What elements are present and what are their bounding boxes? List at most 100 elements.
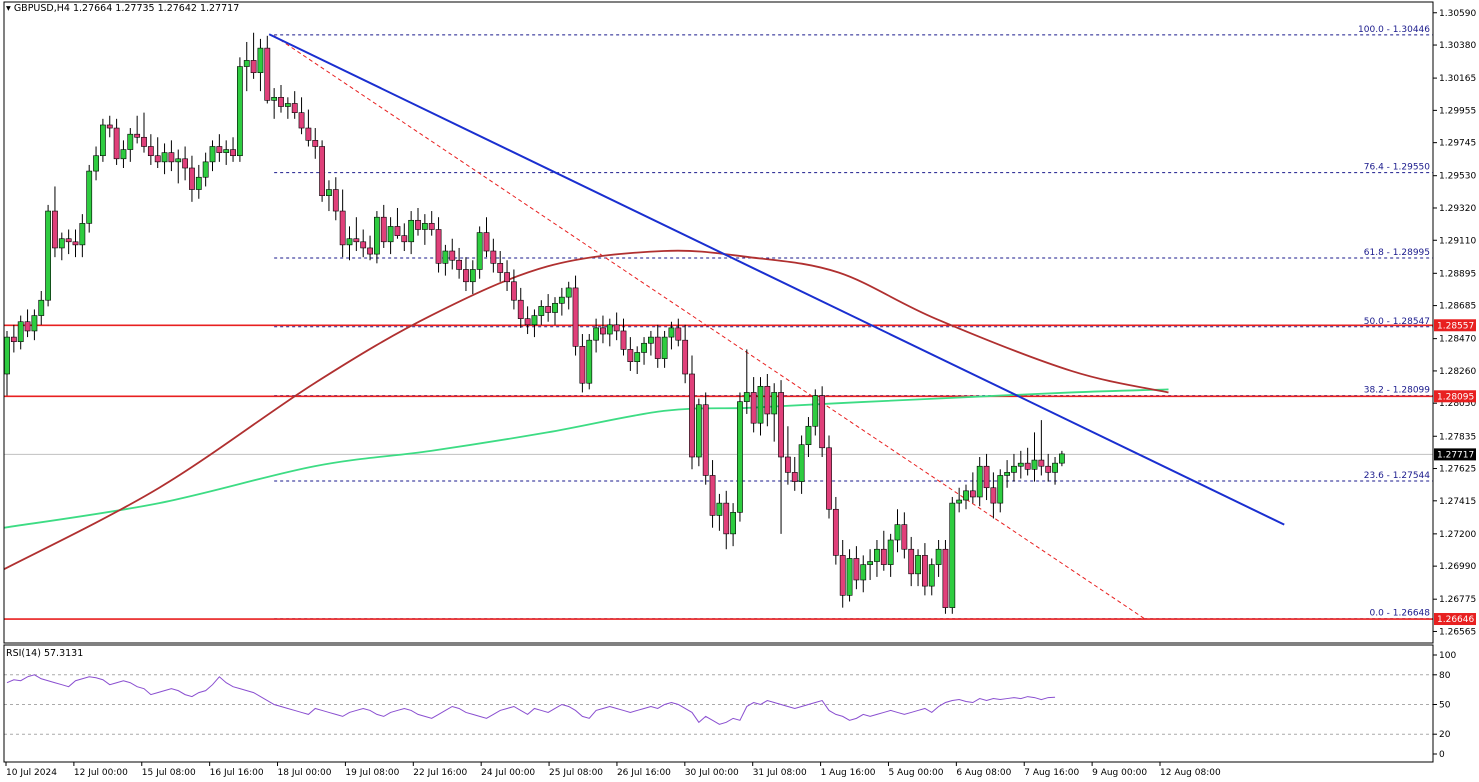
candle — [120, 140, 127, 169]
low-value: 1.27642 — [157, 3, 197, 14]
bear-candle-body — [579, 346, 586, 384]
time-tick-label: 10 Jul 2024 — [6, 768, 57, 778]
rsi-pane[interactable] — [4, 674, 1433, 735]
price-pane-border — [3, 1, 1434, 644]
bull-candle-body — [812, 395, 819, 427]
bear-candle-body — [832, 508, 839, 556]
price-tick-label: 1.27415 — [1439, 497, 1476, 507]
bear-candle-body — [298, 112, 305, 129]
bull-candle-body — [1059, 453, 1065, 464]
fib-level-label: 23.6 - 1.27544 — [1364, 471, 1430, 481]
candle — [373, 211, 380, 264]
bear-candle-body — [702, 404, 709, 476]
bear-candle-body — [106, 124, 113, 129]
candle — [154, 137, 161, 169]
dropdown-arrow-icon[interactable]: ▾ — [6, 3, 11, 14]
bear-candle-body — [367, 247, 373, 255]
candle — [565, 281, 572, 310]
symbol-header: ▾ GBPUSD,H4 1.27664 1.27735 1.27642 1.27… — [6, 3, 239, 14]
candle — [894, 509, 901, 553]
candle — [38, 290, 45, 325]
rsi-tick-label: 80 — [1439, 671, 1451, 681]
candle — [401, 223, 408, 252]
candle — [764, 373, 771, 427]
candle — [319, 140, 325, 202]
bull-candle-body — [565, 287, 572, 298]
candle — [456, 247, 462, 279]
bear-candle-body — [613, 324, 620, 332]
price-tick-label: 1.27200 — [1439, 530, 1476, 540]
bear-candle-body — [394, 226, 401, 236]
candle — [1045, 453, 1052, 482]
time-tick-label: 1 Aug 16:00 — [821, 768, 876, 778]
candle — [976, 457, 983, 507]
candle — [647, 330, 654, 356]
bear-candle-body — [428, 223, 435, 230]
bear-candle-body — [182, 158, 188, 169]
bear-candle-body — [750, 392, 757, 424]
level-price-tag: 1.28095 — [1434, 390, 1476, 403]
time-tick-label: 30 Jul 00:00 — [685, 768, 739, 778]
candle — [846, 549, 853, 602]
bear-candle-body — [853, 558, 860, 581]
bear-candle-body — [709, 475, 716, 516]
candle — [10, 324, 17, 353]
time-tick-label: 12 Aug 08:00 — [1160, 768, 1221, 778]
candle — [730, 503, 736, 547]
candle — [449, 238, 456, 270]
candle — [79, 214, 86, 258]
bear-candle-body — [764, 385, 771, 415]
bear-candle-body — [353, 238, 360, 243]
price-pane[interactable]: 100.0 - 1.30446 76.4 - 1.29550 61.8 - 1.28… — [3, 25, 1433, 620]
bull-candle-body — [716, 502, 723, 516]
bull-candle-body — [127, 133, 134, 150]
bull-candle-body — [373, 216, 380, 255]
candle — [956, 487, 963, 513]
time-tick-label: 25 Jul 08:00 — [549, 768, 603, 778]
symbol-label: GBPUSD,H4 — [13, 3, 70, 14]
candle — [168, 140, 175, 172]
bear-candle-body — [141, 136, 147, 147]
time-tick-label: 15 Jul 08:00 — [142, 768, 196, 778]
fib-level-label: 50.0 - 1.28547 — [1364, 317, 1430, 327]
bull-candle-body — [326, 189, 332, 196]
bull-candle-body — [887, 539, 894, 565]
time-tick-label: 16 Jul 16:00 — [210, 768, 264, 778]
candle — [326, 180, 332, 212]
candle — [230, 137, 236, 162]
candle — [387, 217, 394, 255]
candle — [969, 472, 976, 504]
candle — [72, 229, 79, 258]
candle — [339, 189, 346, 258]
bear-candle-body — [319, 146, 325, 196]
bear-candle-body — [52, 210, 58, 249]
candle — [887, 533, 894, 577]
time-tick-label: 19 Jul 08:00 — [345, 768, 399, 778]
candle — [606, 318, 613, 347]
bear-candle-body — [921, 555, 928, 587]
candle — [634, 346, 641, 374]
bear-candle-body — [545, 306, 552, 313]
bull-candle-body — [867, 561, 873, 565]
bull-candle-body — [1004, 472, 1010, 476]
bull-candle-body — [915, 555, 921, 575]
candle — [750, 377, 757, 433]
bull-candle-body — [730, 512, 736, 535]
price-tick-label: 1.26775 — [1439, 595, 1476, 605]
bull-candle-body — [538, 306, 545, 316]
candle — [510, 269, 517, 310]
bear-candle-body — [380, 216, 387, 243]
fib-level-label: 61.8 - 1.28995 — [1364, 248, 1430, 258]
candle — [52, 186, 58, 258]
price-tick-label: 1.26565 — [1439, 627, 1476, 637]
bull-candle-body — [237, 66, 243, 157]
bull-candle-body — [593, 327, 599, 341]
bear-candle-body — [675, 327, 682, 341]
candle — [531, 309, 538, 338]
candle — [182, 146, 188, 181]
candle — [45, 204, 51, 307]
bull-candle-body — [737, 401, 743, 513]
bull-candle-body — [195, 176, 202, 190]
candle — [216, 134, 223, 162]
